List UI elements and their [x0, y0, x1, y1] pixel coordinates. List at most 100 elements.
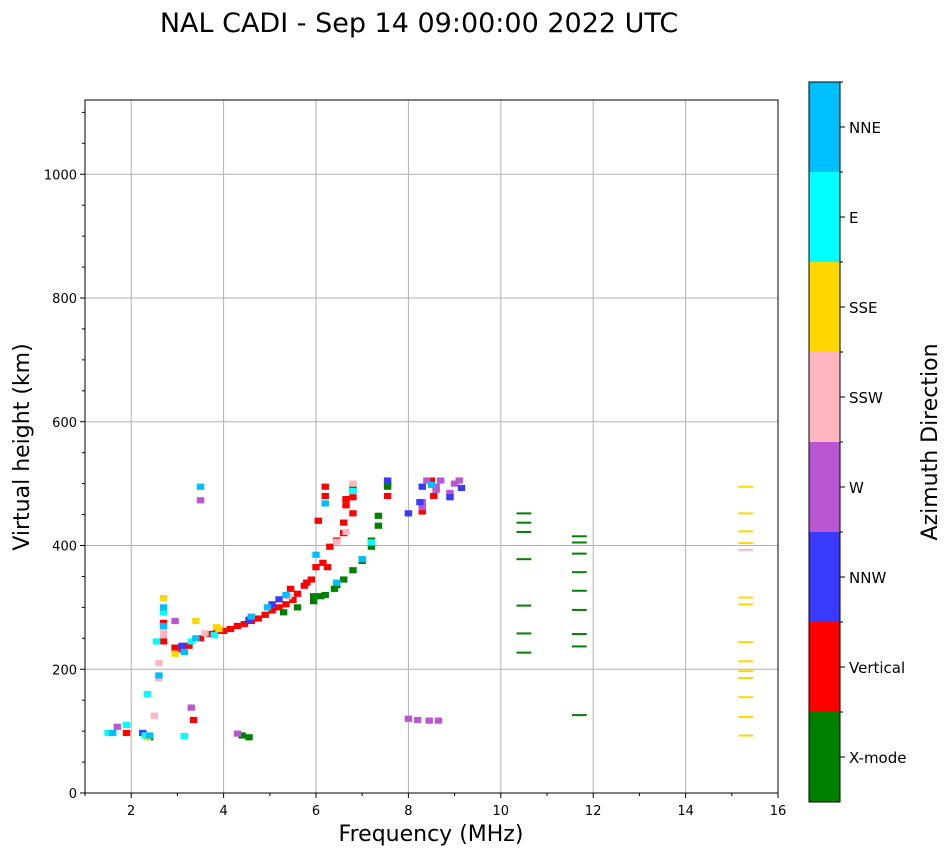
data-point-ssw — [155, 659, 163, 667]
data-point-nne — [192, 635, 200, 642]
data-point-x-mode — [367, 543, 376, 550]
data-point-ssw — [349, 480, 357, 487]
data-point-vertical — [254, 615, 262, 622]
data-point-nne — [333, 579, 341, 586]
data-point-w — [425, 717, 433, 724]
data-point-x-mode — [340, 576, 348, 583]
data-point-e — [104, 729, 112, 737]
data-point-nne — [159, 604, 168, 611]
data-point-w — [450, 480, 459, 487]
colorbar-label-e: E — [849, 209, 858, 227]
data-point-x-mode — [516, 651, 532, 654]
data-point-nne — [180, 648, 189, 656]
x-axis: 2 4 6 8 10 12 14 16 — [84, 793, 787, 819]
data-point-nnw — [275, 596, 283, 603]
data-point-vertical — [122, 729, 131, 737]
colorbar-frame — [808, 81, 841, 803]
data-point-vertical — [219, 627, 228, 634]
data-point-w — [171, 617, 179, 625]
data-point-e — [210, 632, 219, 639]
data-point-e — [143, 690, 152, 698]
data-point-x-mode — [330, 585, 339, 592]
data-point-vertical — [427, 477, 436, 484]
data-marks — [104, 477, 754, 741]
data-point-nnw — [178, 642, 186, 649]
x-tick-label: 10 — [493, 804, 510, 819]
data-point-nne — [247, 613, 256, 620]
data-point-x-mode — [571, 645, 587, 648]
data-point-w — [404, 715, 413, 722]
data-point-vertical — [349, 510, 357, 517]
colorbar-swatch-x-mode — [809, 712, 840, 802]
data-point-nne — [263, 604, 272, 611]
data-point-x-mode — [293, 604, 302, 611]
data-point-vertical — [312, 564, 320, 571]
x-tick-label: 16 — [770, 804, 787, 819]
data-point-vertical — [342, 502, 350, 509]
data-point-nnw — [416, 499, 424, 506]
data-point-x-mode — [309, 593, 318, 600]
data-point-x-mode — [571, 571, 587, 574]
data-point-vertical — [418, 508, 426, 515]
data-point-vertical — [233, 622, 242, 630]
data-point-vertical — [293, 590, 302, 597]
data-point-x-mode — [516, 521, 532, 524]
y-tick-label: 200 — [52, 663, 77, 678]
data-point-w — [455, 477, 463, 484]
data-point-sse — [159, 595, 168, 602]
data-point-x-mode — [571, 608, 587, 611]
data-point-vertical — [314, 517, 323, 524]
data-point-ssw — [738, 548, 754, 551]
data-point-sse — [738, 512, 754, 515]
data-point-vertical — [206, 630, 214, 638]
colorbar-swatch-e — [809, 172, 840, 262]
data-point-vertical — [171, 644, 179, 651]
x-tick-label: 14 — [677, 804, 694, 819]
data-point-sse — [738, 696, 754, 699]
data-point-ssw — [333, 538, 341, 545]
data-point-vertical — [326, 543, 334, 550]
data-point-nne — [312, 551, 320, 558]
data-point-x-mode — [349, 567, 357, 574]
data-point-x-mode — [571, 535, 587, 538]
data-point-e — [152, 638, 161, 645]
data-point-e — [159, 609, 168, 616]
data-point-sse — [738, 676, 754, 679]
data-point-w — [413, 716, 422, 724]
data-point-sse — [738, 485, 754, 488]
data-point-vertical — [282, 601, 290, 608]
data-point-x-mode — [516, 632, 532, 635]
data-point-vertical — [268, 607, 276, 614]
data-point-nne — [427, 481, 436, 488]
y-tick-label: 400 — [52, 540, 77, 555]
colorbar-swatch-vertical — [809, 622, 840, 712]
data-point-x-mode — [316, 593, 325, 600]
data-point-nnw — [268, 601, 276, 608]
data-point-nne — [145, 732, 154, 739]
data-point-nnw — [404, 510, 413, 517]
data-point-x-mode — [516, 604, 532, 607]
data-point-x-mode — [571, 541, 587, 544]
data-point-w — [423, 477, 431, 484]
colorbar-label-vertical: Vertical — [849, 659, 905, 677]
data-point-w — [187, 704, 195, 711]
data-point-ssw — [342, 528, 350, 535]
data-point-vertical — [261, 611, 269, 618]
y-tick-label: 1000 — [44, 168, 77, 183]
data-point-w — [446, 489, 454, 496]
data-point-vertical — [323, 564, 332, 571]
data-point-nne — [109, 729, 117, 737]
data-point-x-mode — [516, 558, 532, 561]
colorbar-label-nne: NNE — [849, 119, 881, 137]
data-point-sse — [738, 530, 754, 533]
data-point-sse — [738, 715, 754, 718]
data-point-ssw — [150, 712, 158, 719]
data-point-nne — [155, 672, 163, 679]
data-point-sse — [738, 542, 754, 545]
data-point-x-mode — [571, 714, 587, 717]
data-point-vertical — [303, 579, 311, 586]
y-axis: 0 200 400 600 800 1000 — [44, 111, 85, 802]
colorbar-swatch-w — [809, 442, 840, 532]
x-tick-label: 12 — [585, 804, 602, 819]
colorbar-label: Azimuth Direction — [918, 343, 943, 540]
